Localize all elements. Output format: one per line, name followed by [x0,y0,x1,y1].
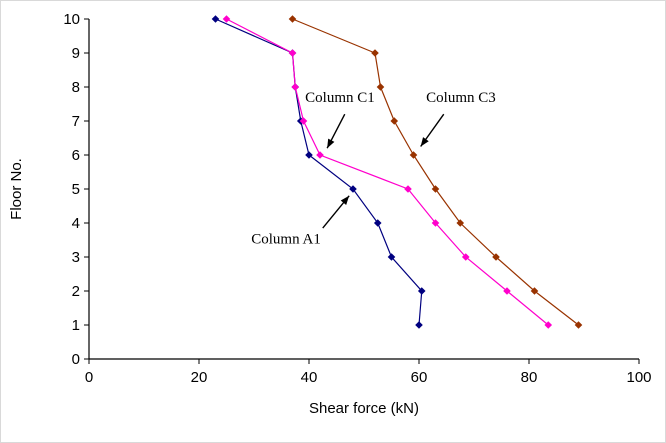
data-point-column-c3 [371,49,379,57]
annotation-arrowhead-column-c1 [327,138,335,149]
chart-plot-area: 0 20 40 60 80 100 0 1 2 3 4 5 6 7 8 9 10 Column C1 Column … [63,11,651,386]
data-point-column-a1 [417,287,426,295]
x-axis-title: Shear force (kN) [309,400,419,417]
data-point-column-c1 [288,49,297,57]
x-tick-label: 0 [85,369,93,386]
data-point-column-c1 [299,117,308,125]
y-axis-title: Floor No. [8,158,25,220]
data-point-column-c3 [456,219,465,227]
x-tick-label: 60 [411,369,428,386]
x-tick-label: 80 [521,369,538,386]
y-tick-label: 4 [72,215,80,232]
data-point-column-c1 [316,151,324,159]
annotation-arrowhead-column-c3 [420,137,429,147]
data-point-column-c1 [431,219,440,227]
data-point-column-c3 [288,15,297,23]
data-point-column-c1 [291,83,300,91]
data-point-column-c3 [376,83,385,91]
data-point-column-c3 [431,185,440,193]
y-tick-label: 5 [72,181,80,198]
data-point-column-c1 [404,185,412,193]
y-tick-label: 6 [72,147,80,164]
data-point-column-a1 [415,321,423,329]
x-tick-label: 100 [626,369,651,386]
y-tick-label: 10 [63,11,80,28]
data-point-column-c3 [574,321,583,329]
data-point-column-a1 [211,15,220,23]
y-tick-label: 0 [72,351,80,368]
data-point-column-c1 [503,287,511,295]
annotation-label-column-c1: Column C1 [305,90,375,106]
series-line-column-c3 [292,18,579,326]
y-tick-label: 1 [72,317,80,334]
x-tick-label: 40 [301,369,318,386]
x-tick-label: 20 [191,369,208,386]
annotation-label-column-a1: Column A1 [251,231,321,247]
data-point-column-c1 [222,15,231,23]
data-point-column-c1 [544,321,553,329]
y-tick-label: 3 [72,249,80,266]
data-point-column-a1 [349,185,357,193]
data-point-column-a1 [387,253,396,261]
data-point-column-c3 [409,151,418,159]
data-point-column-c3 [530,287,539,295]
data-point-column-c1 [461,253,470,261]
data-point-column-c3 [390,117,399,125]
data-point-column-a1 [305,151,313,159]
annotation-arrowhead-column-a1 [340,195,350,205]
y-tick-label: 8 [72,79,80,96]
y-tick-label: 9 [72,45,80,62]
series-line-column-c1 [226,18,549,326]
annotation-label-column-c3: Column C3 [426,90,496,106]
series-line-column-a1 [215,18,423,326]
data-point-column-a1 [373,219,382,227]
y-tick-label: 2 [72,283,80,300]
y-tick-label: 7 [72,113,80,130]
data-point-column-c3 [492,253,500,261]
